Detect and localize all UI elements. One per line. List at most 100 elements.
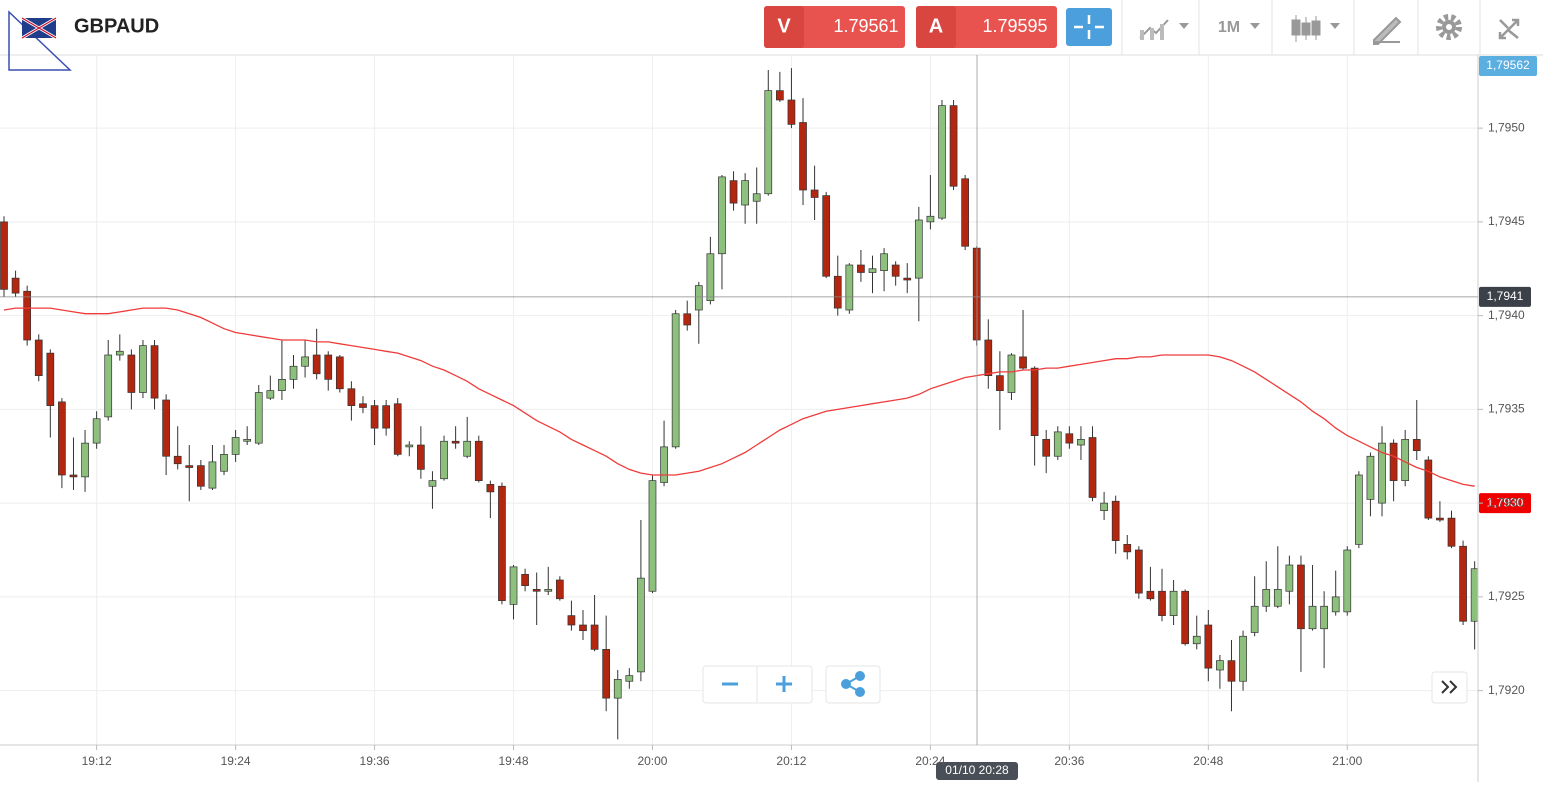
candle-body bbox=[69, 474, 78, 478]
candle-body bbox=[660, 446, 668, 483]
candle-body bbox=[1470, 568, 1478, 622]
candle-body bbox=[1146, 590, 1155, 600]
candle-body bbox=[1459, 545, 1467, 622]
share-button[interactable] bbox=[825, 665, 881, 704]
candle-body bbox=[1111, 500, 1120, 541]
candle-body bbox=[752, 193, 761, 202]
candle-body bbox=[162, 399, 170, 457]
candle-body bbox=[289, 365, 298, 380]
candle-body bbox=[150, 345, 159, 399]
candle-body bbox=[822, 195, 831, 277]
crosshair-icon bbox=[1074, 15, 1104, 39]
candle-body bbox=[579, 624, 587, 631]
candle-body bbox=[1273, 589, 1282, 607]
candle-body bbox=[683, 313, 692, 326]
candle-body bbox=[104, 354, 113, 418]
candle-body bbox=[1134, 549, 1143, 594]
moving-average bbox=[3, 307, 1475, 487]
candle-body bbox=[926, 215, 935, 223]
crosshair-button[interactable] bbox=[1066, 8, 1112, 46]
timeframe-caret bbox=[1250, 23, 1260, 29]
candle-body bbox=[1100, 502, 1108, 511]
last-price-label: 1,79562 bbox=[1486, 58, 1530, 72]
y-tick-label: 1,7920 bbox=[1488, 683, 1525, 697]
candle-body bbox=[231, 437, 240, 455]
share-icon bbox=[841, 671, 865, 697]
candle-body bbox=[1389, 442, 1398, 481]
draw-tool-button[interactable] bbox=[1373, 16, 1402, 45]
candle-body bbox=[833, 275, 842, 309]
candle-body bbox=[1007, 354, 1016, 393]
candle-body bbox=[787, 99, 796, 125]
candle-body bbox=[278, 379, 286, 391]
candle-body bbox=[996, 375, 1004, 391]
candle-body bbox=[1262, 589, 1271, 607]
candle-body bbox=[799, 122, 807, 191]
toolbar-separators bbox=[1121, 0, 1481, 55]
candle-body bbox=[1343, 549, 1352, 613]
candle-body bbox=[185, 465, 194, 468]
candle-body bbox=[463, 440, 472, 457]
candle-body bbox=[115, 350, 124, 356]
candle-body bbox=[1355, 474, 1363, 545]
x-tick-label: 20:36 bbox=[1054, 754, 1084, 768]
candle-body bbox=[868, 268, 877, 273]
candle-body bbox=[613, 679, 622, 699]
candle-body bbox=[46, 352, 55, 406]
candle-body bbox=[1320, 605, 1328, 630]
settings-button[interactable] bbox=[1436, 14, 1462, 40]
y-tick-label: 1,7930 bbox=[1488, 495, 1525, 509]
candle-body bbox=[382, 405, 390, 429]
candle-body bbox=[509, 566, 518, 605]
candle-body bbox=[1366, 455, 1375, 500]
candle-body bbox=[984, 339, 993, 376]
candle-body bbox=[544, 589, 553, 592]
candle-body bbox=[1227, 660, 1236, 682]
candle-type-button[interactable] bbox=[1291, 15, 1340, 42]
candle-body bbox=[34, 339, 43, 376]
candle-body bbox=[370, 405, 379, 429]
candle-body bbox=[1192, 635, 1201, 645]
candle-body bbox=[1378, 442, 1386, 504]
buy-label-box bbox=[916, 6, 956, 48]
x-tick-label: 20:00 bbox=[637, 754, 667, 768]
ma-price-label: 1,7930 bbox=[1487, 495, 1524, 509]
candle-body bbox=[428, 480, 437, 487]
scroll-latest-icon bbox=[1441, 680, 1458, 694]
candle-body bbox=[81, 442, 89, 478]
candle-body bbox=[266, 390, 275, 399]
candle-body bbox=[1019, 356, 1027, 369]
candle-body bbox=[0, 221, 8, 290]
scroll-latest-button[interactable] bbox=[1431, 671, 1468, 704]
ma-price-tag bbox=[1479, 493, 1531, 514]
candle-body bbox=[1042, 439, 1051, 457]
candle-body bbox=[208, 461, 217, 489]
candle-body bbox=[243, 439, 252, 442]
candle-body bbox=[1250, 605, 1259, 633]
sell-label-box bbox=[764, 6, 804, 48]
candle-body bbox=[1077, 439, 1085, 446]
candle-body bbox=[1204, 624, 1213, 669]
symbol: GBPAUD bbox=[74, 15, 159, 37]
candle-body bbox=[11, 277, 20, 294]
candle-body bbox=[810, 189, 819, 198]
y-tick-label: 1,7935 bbox=[1488, 402, 1525, 416]
candle-body bbox=[1181, 590, 1190, 645]
timeframe[interactable]: 1M bbox=[1218, 19, 1240, 36]
candle-body bbox=[1216, 660, 1224, 671]
candle-body bbox=[474, 440, 483, 481]
chart-type-button[interactable] bbox=[1139, 19, 1189, 40]
plot-area bbox=[0, 68, 1478, 740]
candle-body bbox=[312, 354, 321, 375]
candle-body bbox=[903, 277, 912, 281]
zoom-in[interactable] bbox=[776, 676, 792, 692]
candle-body bbox=[880, 253, 888, 271]
x-tick-label: 19:36 bbox=[360, 754, 390, 768]
candle-body bbox=[220, 454, 228, 472]
candle-body bbox=[486, 484, 495, 493]
candle-body bbox=[914, 219, 923, 279]
candle-body bbox=[1169, 590, 1178, 616]
candle-body bbox=[23, 290, 32, 341]
candle-body bbox=[335, 356, 344, 390]
fullscreen-button[interactable] bbox=[1498, 18, 1520, 40]
